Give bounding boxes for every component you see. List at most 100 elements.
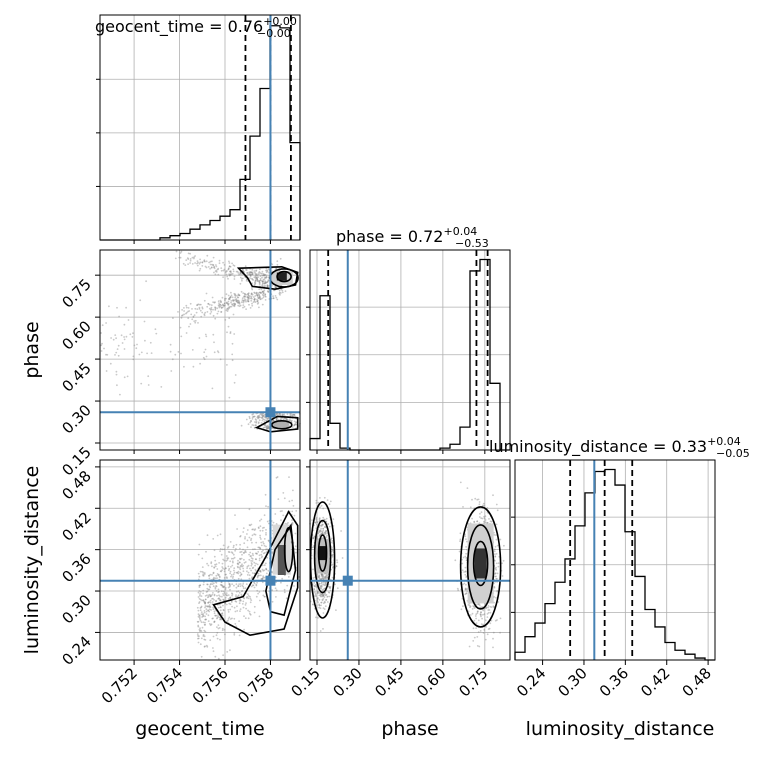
- sample-point: [232, 304, 235, 307]
- sample-point: [476, 610, 479, 613]
- sample-point: [215, 574, 218, 577]
- sample-point: [264, 295, 266, 297]
- sample-point: [293, 423, 296, 426]
- sample-point: [246, 596, 249, 598]
- sample-point: [123, 348, 126, 350]
- sample-point: [214, 270, 217, 273]
- sample-point: [492, 494, 494, 497]
- sample-point: [264, 595, 266, 598]
- sample-point: [256, 581, 258, 584]
- sample-point: [261, 280, 264, 283]
- sample-point: [464, 588, 467, 590]
- sample-point: [312, 537, 315, 540]
- sample-point: [236, 562, 239, 565]
- sample-point: [465, 557, 468, 559]
- sample-point: [226, 559, 229, 561]
- sample-point: [221, 306, 224, 309]
- sample-point: [234, 610, 237, 613]
- sample-point: [249, 274, 252, 277]
- y-tick-label: 0.45: [58, 359, 94, 395]
- sample-point: [225, 297, 227, 300]
- sample-point: [317, 575, 320, 578]
- sample-point: [264, 282, 267, 285]
- sample-point: [319, 530, 322, 533]
- sample-point: [318, 576, 321, 579]
- sample-point: [256, 295, 259, 298]
- sample-point: [249, 275, 252, 278]
- sample-point: [320, 573, 323, 576]
- sample-point: [100, 332, 102, 334]
- sample-point: [117, 354, 120, 357]
- sample-point: [225, 576, 228, 578]
- contour-line: [276, 270, 292, 283]
- sample-point: [140, 351, 143, 354]
- sample-point: [223, 568, 226, 571]
- sample-point: [236, 610, 239, 612]
- sample-point: [201, 261, 204, 264]
- sample-point: [317, 597, 319, 599]
- sample-point: [316, 521, 319, 523]
- sample-point: [265, 568, 268, 571]
- sample-point: [478, 645, 481, 648]
- sample-point: [469, 605, 472, 608]
- sample-point: [196, 262, 198, 265]
- sample-point: [238, 634, 241, 637]
- sample-point: [229, 270, 232, 273]
- sample-point: [217, 657, 220, 660]
- sample-point: [222, 599, 225, 601]
- sample-point: [194, 321, 197, 324]
- sample-point: [262, 273, 265, 275]
- sample-point: [213, 341, 215, 344]
- sample-point: [318, 582, 321, 585]
- sample-point: [200, 606, 203, 609]
- sample-point: [226, 310, 229, 312]
- sample-point: [196, 304, 198, 307]
- sample-point: [465, 571, 467, 573]
- sample-point: [492, 605, 495, 608]
- sample-point: [237, 301, 239, 304]
- sample-point: [218, 262, 221, 265]
- sample-point: [212, 650, 215, 653]
- sample-point: [255, 275, 257, 277]
- sample-point: [245, 300, 247, 303]
- sample-point: [240, 273, 243, 275]
- sample-point: [323, 533, 326, 536]
- sample-point: [200, 637, 203, 640]
- sample-point: [329, 586, 331, 589]
- sample-point: [255, 570, 257, 572]
- sample-point: [205, 292, 208, 295]
- sample-point: [236, 296, 239, 299]
- sample-point: [226, 364, 228, 366]
- sample-point: [231, 583, 234, 585]
- sample-point: [200, 595, 203, 597]
- sample-point: [220, 618, 222, 621]
- sample-point: [204, 265, 207, 268]
- sample-point: [247, 292, 250, 295]
- sample-point: [265, 572, 268, 575]
- sample-point: [249, 555, 252, 558]
- sample-point: [231, 303, 233, 306]
- sample-point: [313, 595, 316, 598]
- sample-point: [322, 516, 325, 519]
- sample-point: [239, 272, 242, 274]
- sample-point: [274, 285, 277, 288]
- sample-point: [229, 541, 232, 543]
- sample-point: [464, 587, 467, 590]
- sample-point: [259, 534, 261, 537]
- sample-point: [250, 539, 252, 541]
- sample-point: [237, 570, 240, 573]
- sample-point: [197, 572, 200, 575]
- sample-point: [190, 313, 193, 316]
- sample-point: [260, 292, 262, 295]
- sample-point: [126, 375, 129, 378]
- sample-point: [320, 585, 323, 588]
- sample-point: [318, 517, 321, 520]
- sample-point: [489, 605, 492, 608]
- sample-point: [478, 604, 481, 606]
- sample-point: [264, 426, 266, 429]
- sample-point: [222, 654, 225, 657]
- sample-point: [263, 538, 266, 540]
- sample-point: [256, 589, 259, 592]
- sample-point: [262, 541, 264, 543]
- x-tick-label: 0.30: [554, 664, 590, 700]
